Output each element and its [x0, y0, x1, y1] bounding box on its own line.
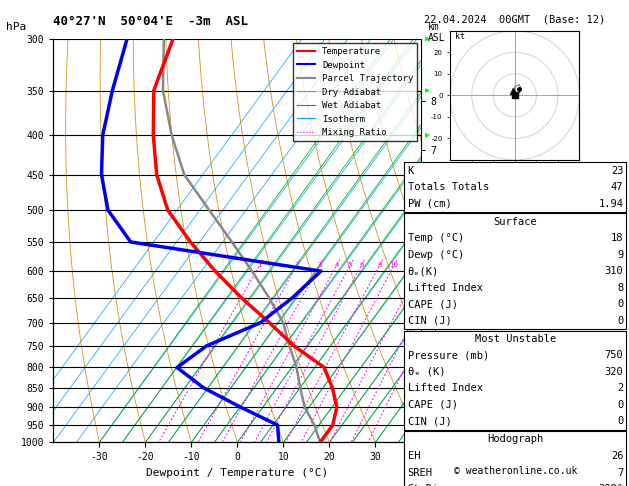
Text: Temp (°C): Temp (°C) [408, 233, 464, 243]
Text: CAPE (J): CAPE (J) [408, 299, 457, 310]
Text: CIN (J): CIN (J) [408, 417, 452, 427]
X-axis label: Dewpoint / Temperature (°C): Dewpoint / Temperature (°C) [147, 468, 328, 478]
Text: StmDir: StmDir [408, 484, 445, 486]
Text: Lifted Index: Lifted Index [408, 383, 482, 394]
Text: CAPE (J): CAPE (J) [408, 400, 457, 410]
Text: Pressure (mb): Pressure (mb) [408, 350, 489, 361]
Text: 47: 47 [611, 182, 623, 192]
Text: 1: 1 [257, 262, 262, 268]
Text: 320: 320 [604, 367, 623, 377]
Text: 40°27'N  50°04'E  -3m  ASL: 40°27'N 50°04'E -3m ASL [53, 15, 248, 28]
Text: 308°: 308° [598, 484, 623, 486]
Text: 2: 2 [617, 383, 623, 394]
Text: 6: 6 [359, 262, 364, 268]
Text: 5: 5 [348, 262, 352, 268]
Text: © weatheronline.co.uk: © weatheronline.co.uk [454, 466, 577, 476]
Text: 0: 0 [617, 299, 623, 310]
Text: 0: 0 [617, 316, 623, 326]
Text: θₑ(K): θₑ(K) [408, 266, 439, 277]
Text: 8: 8 [617, 283, 623, 293]
Text: 310: 310 [604, 266, 623, 277]
Text: 15: 15 [416, 262, 425, 268]
Legend: Temperature, Dewpoint, Parcel Trajectory, Dry Adiabat, Wet Adiabat, Isotherm, Mi: Temperature, Dewpoint, Parcel Trajectory… [293, 43, 417, 141]
Text: SREH: SREH [408, 468, 433, 478]
Text: 4: 4 [335, 262, 339, 268]
Text: Dewp (°C): Dewp (°C) [408, 250, 464, 260]
Text: K: K [408, 166, 414, 176]
Text: 3: 3 [318, 262, 322, 268]
Text: km
ASL: km ASL [428, 22, 445, 43]
Text: CIN (J): CIN (J) [408, 316, 452, 326]
Text: θₑ (K): θₑ (K) [408, 367, 445, 377]
Text: EH: EH [408, 451, 420, 461]
Text: LCL: LCL [423, 401, 438, 411]
Y-axis label: Mixing Ratio (g/kg): Mixing Ratio (g/kg) [443, 185, 453, 296]
Text: kt: kt [455, 33, 464, 41]
Text: 0: 0 [617, 400, 623, 410]
Text: 10: 10 [389, 262, 398, 268]
Text: 22.04.2024  00GMT  (Base: 12): 22.04.2024 00GMT (Base: 12) [424, 15, 606, 25]
Text: Totals Totals: Totals Totals [408, 182, 489, 192]
Text: 7: 7 [617, 468, 623, 478]
Text: Lifted Index: Lifted Index [408, 283, 482, 293]
Text: Hodograph: Hodograph [487, 434, 543, 445]
Text: 8: 8 [377, 262, 382, 268]
Text: PW (cm): PW (cm) [408, 199, 452, 209]
Text: 0: 0 [617, 417, 623, 427]
Text: 26: 26 [611, 451, 623, 461]
Text: 1.94: 1.94 [598, 199, 623, 209]
Text: 23: 23 [611, 166, 623, 176]
Text: hPa: hPa [6, 22, 26, 32]
Text: 750: 750 [604, 350, 623, 361]
Text: 2: 2 [294, 262, 299, 268]
Text: 18: 18 [611, 233, 623, 243]
Text: Most Unstable: Most Unstable [475, 334, 556, 344]
Text: 9: 9 [617, 250, 623, 260]
Text: Surface: Surface [494, 217, 537, 227]
